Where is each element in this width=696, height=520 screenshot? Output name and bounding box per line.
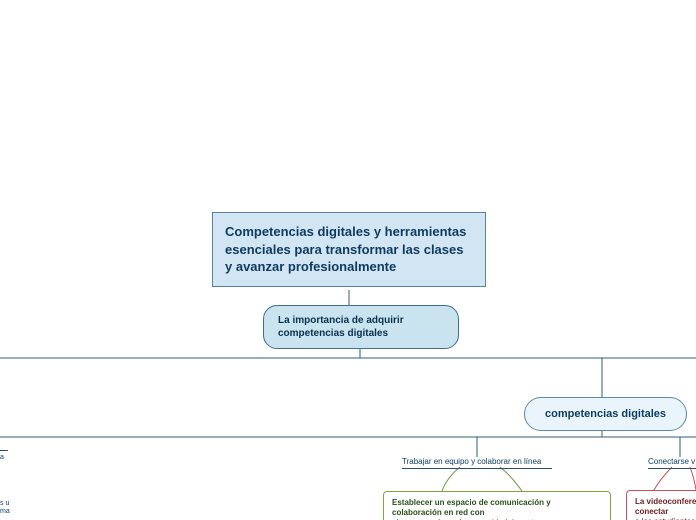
branch-label-connect[interactable]: Conectarse v — [648, 457, 696, 469]
child-label: La importancia de adquirir competencias … — [278, 315, 404, 339]
leaf-box-collaboration[interactable]: Establecer un espacio de comunicación y … — [383, 491, 611, 520]
root-node[interactable]: Competencias digitales y herramientas es… — [212, 212, 486, 287]
branch-label-teamwork[interactable]: Trabajar en equipo y colaborar en línea — [402, 457, 552, 469]
child-node-importance[interactable]: La importancia de adquirir competencias … — [263, 305, 459, 349]
child2-label: competencias digitales — [545, 408, 666, 420]
root-title: Competencias digitales y herramientas es… — [225, 224, 466, 274]
child-node-competencies[interactable]: competencias digitales — [524, 397, 687, 431]
leaf-box-videoconf[interactable]: La videoconferencia proporcio conectar a… — [626, 490, 696, 520]
left-fragment-top: a — [0, 450, 8, 462]
left-fragment-bottom: s u ma — [0, 497, 14, 517]
